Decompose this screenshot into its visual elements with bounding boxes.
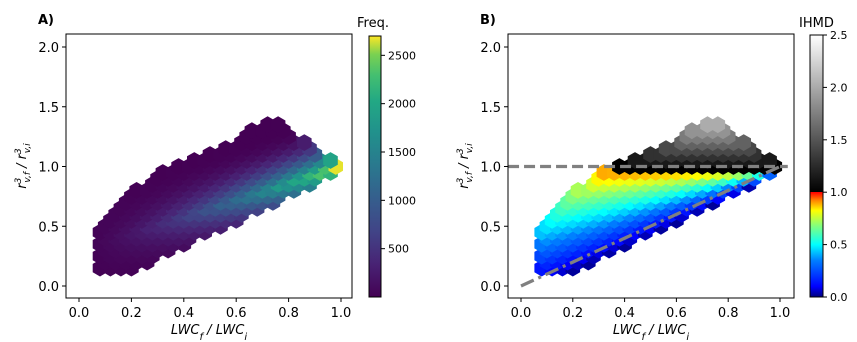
y-tick-label: 0.0 <box>480 280 501 295</box>
colorbar-tick-label: 1.0 <box>830 186 848 199</box>
hexbin-cell <box>736 134 751 151</box>
y-tick-label: 0.5 <box>480 220 501 235</box>
y-tick-label: 0.5 <box>38 220 59 235</box>
panel-b-xlabel: LWCf / LWCi <box>613 323 689 342</box>
panel-a-colorbar-ticks: 500 1000 1500 2000 2500 <box>381 49 416 256</box>
y-tick-label: 1.0 <box>38 161 59 176</box>
x-tick-label: 0.0 <box>69 306 90 321</box>
x-tick-label: 0.8 <box>718 306 739 321</box>
y-tick-label: 0.0 <box>38 280 59 295</box>
panel-b-xticks: 0.0 0.2 0.4 0.6 0.8 1.0 <box>511 298 791 321</box>
x-tick-label: 0.2 <box>121 306 142 321</box>
y-tick-label: 1.5 <box>38 101 59 116</box>
panel-a-yticks: 0.0 0.5 1.0 1.5 2.0 <box>38 41 66 295</box>
panel-b-colorbar-title: IHMD <box>799 16 834 31</box>
colorbar-tick-label: 2.5 <box>830 29 848 42</box>
panel-b-colorbar <box>809 34 824 298</box>
panel-a: A) 0.0 0.2 0.4 0.6 0.8 1.0 0.0 0.5 1.0 1.5 2.0 LW… <box>14 13 416 342</box>
panel-a-ylabel: r3v,f / r3v,i <box>14 143 33 189</box>
panel-a-label: A) <box>38 13 54 28</box>
colorbar-tick-label: 1500 <box>388 146 416 159</box>
colorbar-tick-label: 2000 <box>388 98 416 111</box>
colorbar-tick-label: 1.5 <box>830 134 848 147</box>
panel-b-reference-lines <box>508 164 788 288</box>
hexbin-cell <box>323 152 338 169</box>
colorbar-tick-label: 2500 <box>388 49 416 62</box>
x-tick-label: 0.4 <box>173 306 194 321</box>
colorbar-tick-label: 0.5 <box>830 239 848 252</box>
colorbar-tick-label: 0.0 <box>830 291 848 304</box>
panel-a-xlabel: LWCf / LWCi <box>171 323 247 342</box>
x-tick-label: 0.6 <box>666 306 687 321</box>
x-tick-label: 0.4 <box>614 306 635 321</box>
panel-b: B) 0.0 0.2 0.4 0.6 0.8 1.0 0.0 0.5 1.0 1.5 2.0 LW… <box>456 13 848 342</box>
x-tick-label: 0.2 <box>562 306 583 321</box>
colorbar-tick-label: 2.0 <box>830 81 848 94</box>
y-tick-label: 1.5 <box>480 101 501 116</box>
hexbin-cell <box>297 134 312 151</box>
panel-b-hexes <box>534 116 783 277</box>
hexbin-cell <box>270 116 286 134</box>
x-tick-label: 0.6 <box>226 306 247 321</box>
colorbar-tick-label: 1000 <box>388 194 416 207</box>
panel-b-colorbar-ticks: 0.0 0.5 1.0 1.5 2.0 2.5 <box>823 29 848 304</box>
y-tick-label: 2.0 <box>38 41 59 56</box>
x-tick-label: 1.0 <box>770 306 791 321</box>
reference-line-dashdot <box>520 165 781 288</box>
panel-b-label: B) <box>480 13 496 28</box>
x-tick-label: 0.8 <box>278 306 299 321</box>
panel-b-ylabel: r3v,f / r3v,i <box>456 143 475 189</box>
panel-a-xticks: 0.0 0.2 0.4 0.6 0.8 1.0 <box>69 298 352 321</box>
colorbar-tick-label: 500 <box>388 243 409 256</box>
panel-a-hexes <box>92 116 343 277</box>
hexbin-cell <box>762 152 777 169</box>
panel-a-colorbar-title: Freq. <box>357 16 389 31</box>
x-tick-label: 0.0 <box>511 306 532 321</box>
y-tick-label: 2.0 <box>480 41 501 56</box>
x-tick-label: 1.0 <box>331 306 352 321</box>
hexbin-cell <box>710 116 726 134</box>
panel-a-colorbar <box>368 35 382 298</box>
y-tick-label: 1.0 <box>480 161 501 176</box>
panel-b-yticks: 0.0 0.5 1.0 1.5 2.0 <box>480 41 508 295</box>
